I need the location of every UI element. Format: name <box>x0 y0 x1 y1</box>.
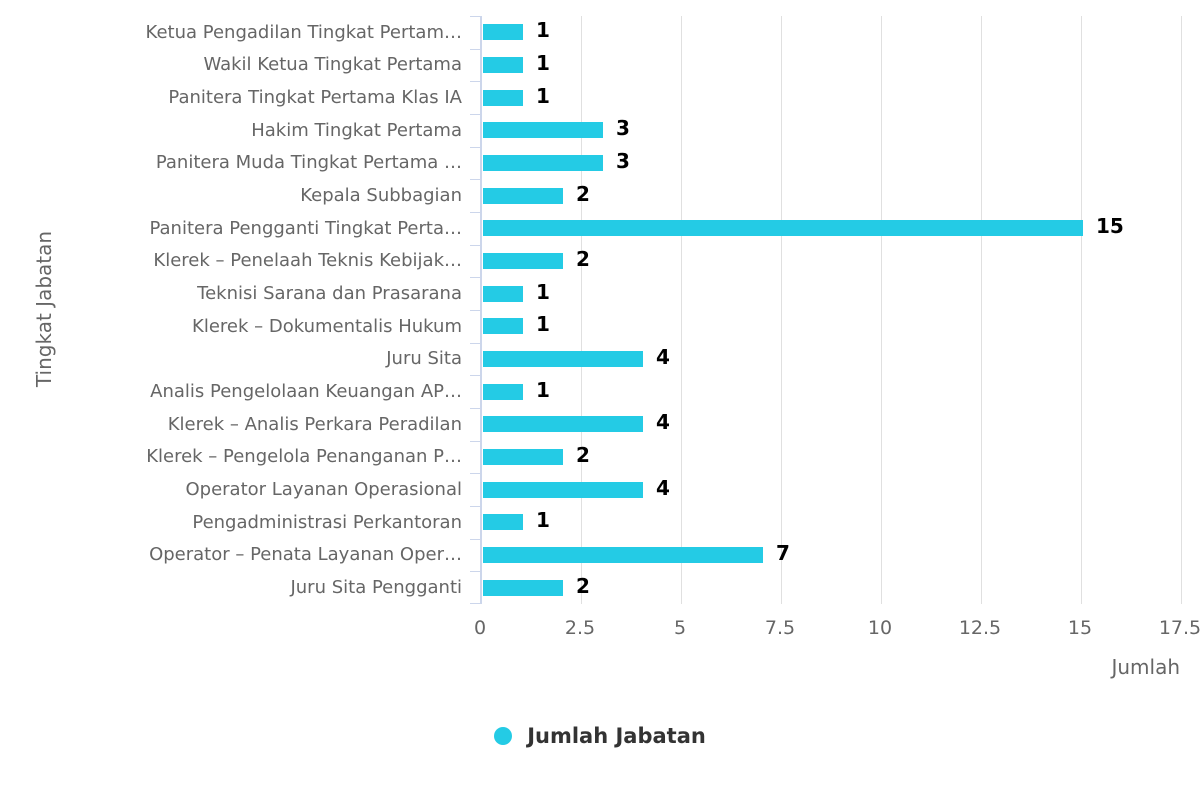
y-axis-tick <box>470 147 480 148</box>
gridline <box>1181 16 1182 604</box>
bar-data-label: 4 <box>656 410 670 435</box>
bar-7[interactable] <box>483 220 1083 237</box>
y-axis-category-label: Klerek – Dokumentalis Hukum <box>192 315 462 337</box>
y-axis-tick <box>470 441 480 442</box>
bar-data-label: 1 <box>536 377 550 402</box>
x-axis-tick-label: 0 <box>473 617 487 639</box>
y-axis-tick <box>470 114 480 115</box>
bar-14[interactable] <box>483 449 563 465</box>
y-axis-tick <box>470 212 480 213</box>
plot-area: 1 1 1 3 3 2 15 2 1 1 4 1 4 2 4 1 7 2 <box>470 16 1182 604</box>
x-axis-tick-label: 2.5 <box>564 617 596 639</box>
y-axis-tick <box>470 375 480 376</box>
y-axis-tick <box>470 245 480 246</box>
x-axis-title: Jumlah <box>1111 655 1180 679</box>
x-axis-tick-label: 7.5 <box>764 617 796 639</box>
bar-16[interactable] <box>483 514 523 531</box>
gridline <box>881 16 882 604</box>
bar-data-label: 1 <box>536 51 550 75</box>
gridline <box>981 16 982 604</box>
legend-item[interactable]: Jumlah Jabatan <box>0 724 1200 748</box>
x-axis-labels: 0 2.5 5 7.5 10 12.5 15 17.5 <box>474 617 1200 643</box>
y-axis-category-label: Klerek – Pengelola Penanganan P… <box>146 446 462 468</box>
bar-data-label: 2 <box>576 247 590 271</box>
bar-3[interactable] <box>483 89 523 106</box>
bar-data-label: 7 <box>776 541 790 565</box>
legend-marker-icon <box>494 727 513 745</box>
gridline <box>781 16 782 604</box>
bar-2[interactable] <box>483 57 523 73</box>
y-axis-category-label: Klerek – Penelaah Teknis Kebijak… <box>153 250 462 272</box>
y-axis-tick <box>470 179 480 180</box>
y-axis-category-label: Panitera Pengganti Tingkat Perta… <box>149 217 462 239</box>
y-axis-tick <box>470 408 480 409</box>
bar-data-label: 1 <box>536 508 550 533</box>
bar-9[interactable] <box>483 285 523 302</box>
y-axis-category-label: Hakim Tingkat Pertama <box>251 119 462 141</box>
y-axis-category-label: Teknisi Sarana dan Prasarana <box>197 283 462 305</box>
x-axis-tick-label: 17.5 <box>1158 617 1200 639</box>
x-axis-tick-label: 10 <box>867 617 893 639</box>
y-axis-tick <box>470 603 480 604</box>
y-axis-category-label: Klerek – Analis Perkara Peradilan <box>167 413 462 435</box>
bar-data-label: 15 <box>1096 214 1124 239</box>
y-axis-category-label: Juru Sita <box>386 348 462 370</box>
y-axis-category-label: Operator – Penata Layanan Oper… <box>149 544 462 566</box>
y-axis-tick <box>470 310 480 311</box>
bar-13[interactable] <box>483 416 643 433</box>
y-axis-category-label: Ketua Pengadilan Tingkat Pertam… <box>145 21 462 43</box>
y-axis-tick <box>470 571 480 572</box>
gridline <box>681 16 682 604</box>
y-axis-tick <box>470 16 480 17</box>
bar-data-label: 2 <box>576 443 590 467</box>
bar-data-label: 1 <box>536 279 550 304</box>
x-axis-tick-label: 12.5 <box>958 617 1002 639</box>
bar-8[interactable] <box>483 253 563 269</box>
bar-data-label: 4 <box>656 345 670 369</box>
legend-label: Jumlah Jabatan <box>527 724 706 748</box>
bar-data-label: 1 <box>536 18 550 43</box>
y-axis-tick <box>470 506 480 507</box>
bar-data-label: 1 <box>536 83 550 108</box>
bar-data-label: 2 <box>576 181 590 206</box>
gridline <box>1081 16 1082 604</box>
y-axis-tick <box>470 343 480 344</box>
y-axis-category-label: Pengadministrasi Perkantoran <box>192 511 462 533</box>
bar-1[interactable] <box>483 24 523 41</box>
bar-data-label: 3 <box>616 116 630 141</box>
bar-17[interactable] <box>483 547 763 563</box>
y-axis-tick <box>470 539 480 540</box>
x-axis-tick-label: 15 <box>1067 617 1093 639</box>
bar-18[interactable] <box>483 579 563 596</box>
y-axis-category-label: Operator Layanan Operasional <box>185 479 462 501</box>
y-axis-category-label: Wakil Ketua Tingkat Pertama <box>203 54 462 76</box>
y-axis-category-label: Panitera Muda Tingkat Pertama … <box>155 152 462 174</box>
bar-data-label: 2 <box>576 573 590 598</box>
bar-5[interactable] <box>483 155 603 171</box>
bar-15[interactable] <box>483 481 643 498</box>
bar-12[interactable] <box>483 383 523 400</box>
gridline <box>581 16 582 604</box>
bar-data-label: 3 <box>616 149 630 173</box>
y-axis-labels: Ketua Pengadilan Tingkat Pertam… Wakil Ke… <box>0 16 462 604</box>
bar-6[interactable] <box>483 187 563 204</box>
y-axis-tick <box>470 81 480 82</box>
bar-11[interactable] <box>483 351 643 367</box>
y-axis-category-label: Juru Sita Pengganti <box>290 577 462 599</box>
y-axis-tick <box>470 473 480 474</box>
bar-data-label: 1 <box>536 312 550 337</box>
x-axis-tick-label: 5 <box>673 617 687 639</box>
y-axis-category-label: Kepala Subbagian <box>300 185 462 207</box>
y-axis-tick <box>470 49 480 50</box>
y-axis-category-label: Panitera Tingkat Pertama Klas IA <box>168 87 462 109</box>
bar-10[interactable] <box>483 318 523 335</box>
bar-4[interactable] <box>483 122 603 139</box>
y-axis-tick <box>470 277 480 278</box>
bar-data-label: 4 <box>656 475 670 500</box>
y-axis-category-label: Analis Pengelolaan Keuangan AP… <box>150 381 462 403</box>
